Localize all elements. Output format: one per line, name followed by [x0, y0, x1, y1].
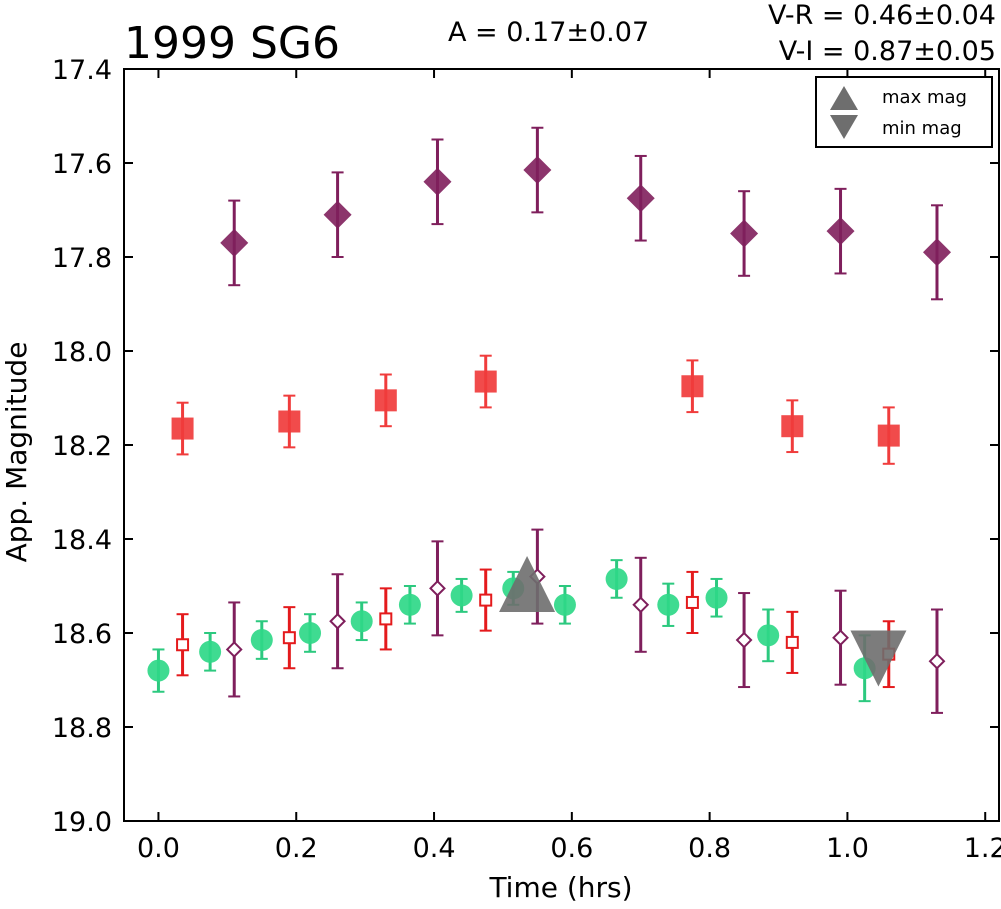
y-tick-label: 18.8	[52, 713, 112, 744]
open-square-point	[685, 595, 699, 609]
diamond-point	[323, 200, 352, 229]
data-marks	[147, 126, 951, 714]
open-diamond-point	[225, 641, 243, 658]
circle-point	[657, 593, 680, 616]
x-tick-label: 0.8	[688, 833, 731, 864]
y-tick-label: 18.6	[52, 619, 112, 650]
open-square-point	[176, 638, 190, 652]
square-point	[278, 410, 301, 433]
y-tick-label: 17.4	[52, 55, 112, 86]
diamond-point	[220, 228, 249, 257]
amplitude-annotation: A = 0.17±0.07	[448, 17, 649, 48]
circle-point	[299, 622, 322, 644]
square-point	[681, 375, 704, 398]
y-tick-label: 17.6	[52, 149, 112, 180]
triangle-down-icon	[830, 115, 858, 139]
open-diamond-point	[832, 629, 849, 647]
open-square-point	[282, 631, 296, 645]
triangle-up-icon	[830, 86, 858, 110]
y-tick-label: 17.8	[52, 243, 112, 274]
color-vi-annotation: V-I = 0.87±0.05	[779, 36, 996, 67]
circle-point	[757, 624, 780, 647]
x-tick-label: 1.2	[964, 833, 1001, 864]
x-tick-label: 0.2	[275, 833, 318, 864]
plot-frame	[123, 68, 1000, 822]
legend: max mag min mag	[815, 76, 993, 148]
x-tick-label: 0.0	[137, 833, 180, 864]
diamond-point	[626, 184, 655, 213]
max-mag-marker	[499, 556, 556, 612]
y-tick-label: 18.2	[52, 431, 112, 462]
square-point	[374, 389, 397, 412]
square-point	[877, 424, 900, 447]
chart-title: 1999 SG6	[124, 18, 340, 69]
open-square-point	[379, 612, 393, 626]
open-diamond-point	[632, 596, 650, 614]
circle-point	[450, 584, 473, 607]
axis-ticks: 0.0 0.2 0.4 0.6 0.8 1.0 1.2 17.4 17.6 17.8 18.0 18.…	[52, 55, 1001, 864]
color-vr-annotation: V-R = 0.46±0.04	[768, 0, 996, 31]
y-tick-label: 18.4	[52, 525, 112, 556]
square-point	[781, 415, 804, 438]
diamond-point	[826, 217, 855, 246]
circle-point	[553, 593, 576, 616]
x-tick-label: 1.0	[826, 833, 869, 864]
open-square-point	[785, 635, 799, 649]
x-tick-label: 0.4	[413, 833, 456, 864]
diamond-point	[922, 238, 951, 267]
circle-point	[250, 629, 273, 652]
circle-point	[199, 640, 222, 663]
y-tick-label: 19.0	[52, 807, 112, 838]
circle-point	[705, 586, 728, 609]
x-axis-label: Time (hrs)	[488, 871, 632, 904]
circle-point	[398, 593, 421, 616]
diamond-point	[523, 156, 552, 185]
circle-point	[605, 567, 628, 590]
diamond-point	[423, 167, 452, 196]
y-tick-label: 18.0	[52, 337, 112, 368]
square-point	[474, 370, 497, 393]
y-axis-label: App. Magnitude	[0, 342, 33, 563]
circle-point	[350, 610, 373, 633]
square-point	[171, 417, 194, 440]
open-diamond-point	[735, 631, 753, 649]
diamond-point	[730, 219, 759, 248]
legend-label-max: max mag	[882, 87, 967, 108]
open-diamond-point	[329, 612, 346, 630]
min-mag-marker	[850, 630, 907, 687]
open-diamond-point	[429, 579, 446, 597]
circle-point	[147, 659, 170, 682]
open-square-point	[479, 593, 493, 607]
legend-label-min: min mag	[882, 118, 962, 139]
open-diamond-point	[928, 652, 946, 670]
x-tick-label: 0.6	[550, 833, 593, 864]
